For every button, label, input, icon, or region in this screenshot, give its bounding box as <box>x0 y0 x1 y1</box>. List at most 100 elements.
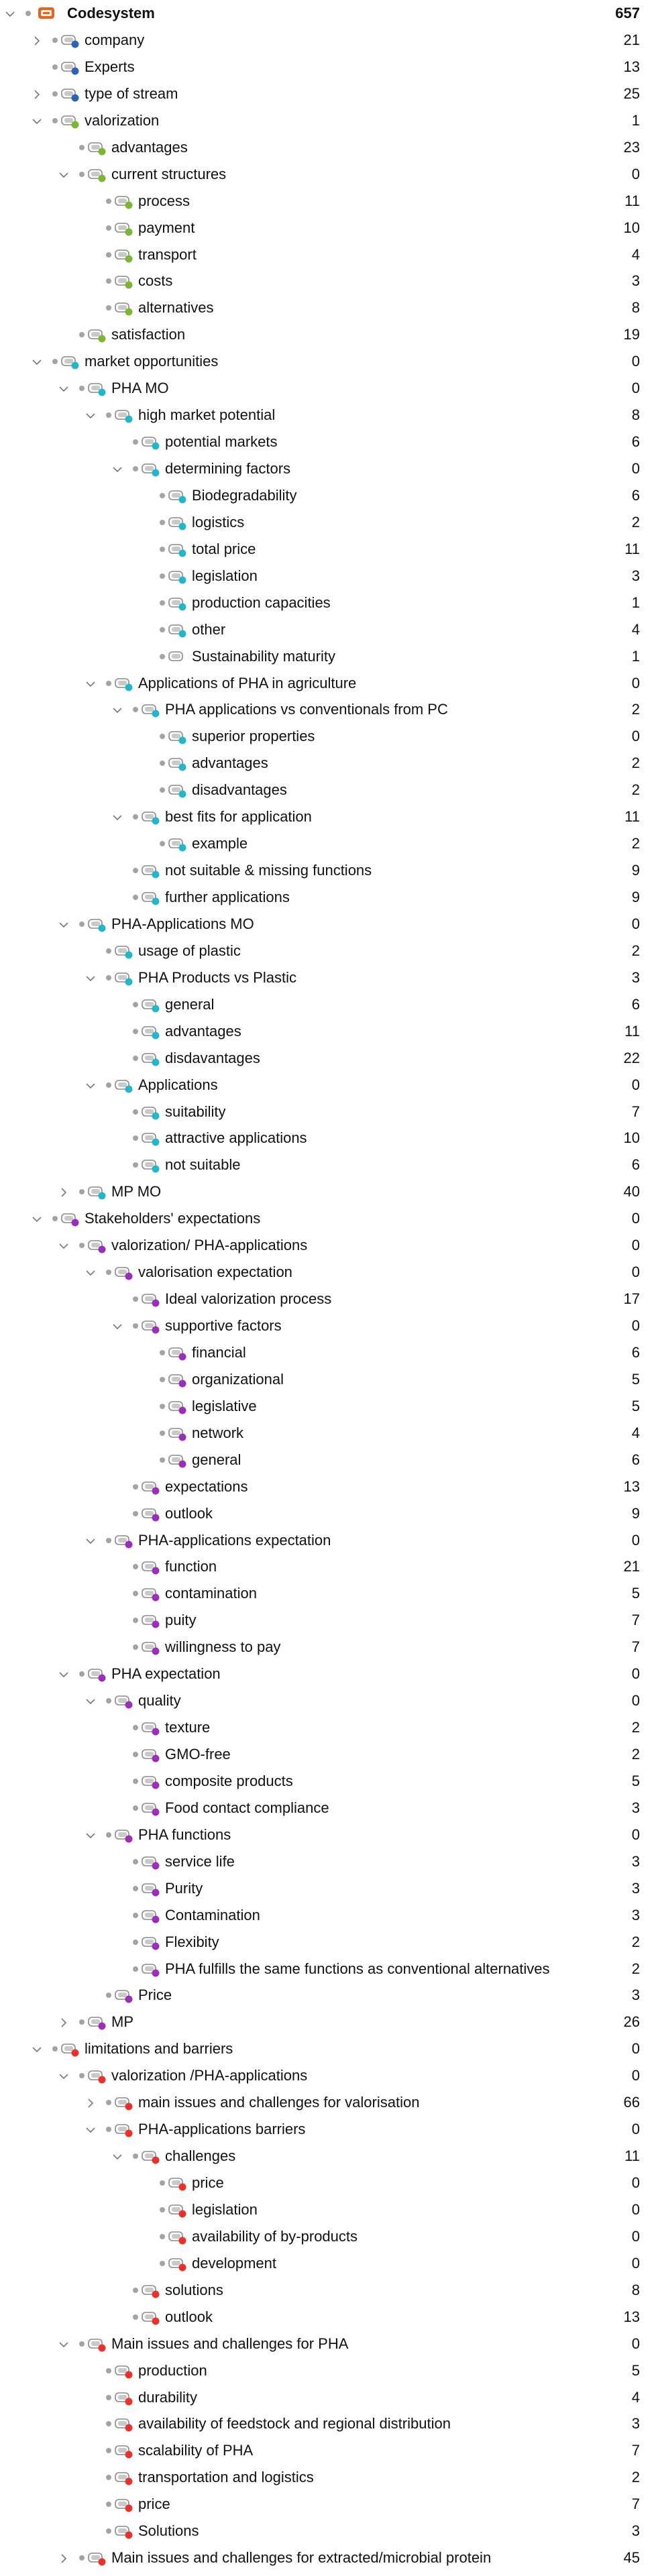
tree-item-general[interactable]: general 6 <box>0 1447 656 1473</box>
chevron-right-icon[interactable] <box>31 89 43 101</box>
tree-item-supportive-factors[interactable]: supportive factors 0 <box>0 1312 656 1339</box>
chevron-down-icon[interactable] <box>58 1240 70 1252</box>
codesystem-root-row[interactable]: Codesystem 657 <box>0 0 656 27</box>
chevron-down-icon[interactable] <box>85 1080 97 1092</box>
tree-item-suitability[interactable]: suitability 7 <box>0 1099 656 1125</box>
tree-item-applications[interactable]: Applications 0 <box>0 1072 656 1099</box>
tree-item-valorization[interactable]: valorization 1 <box>0 107 656 134</box>
tree-item-food-contact-compliance[interactable]: Food contact compliance 3 <box>0 1795 656 1822</box>
tree-item-texture[interactable]: texture 2 <box>0 1714 656 1741</box>
tree-item-production-capacities[interactable]: production capacities 1 <box>0 590 656 616</box>
tree-item-pha-functions[interactable]: PHA functions 0 <box>0 1822 656 1848</box>
chevron-down-icon[interactable] <box>85 972 97 985</box>
tree-item-outlook[interactable]: outlook 13 <box>0 2304 656 2331</box>
chevron-right-icon[interactable] <box>58 1186 70 1198</box>
tree-item-outlook[interactable]: outlook 9 <box>0 1500 656 1527</box>
tree-item-production[interactable]: production 5 <box>0 2357 656 2384</box>
tree-item-attractive-applications[interactable]: attractive applications 10 <box>0 1125 656 1152</box>
chevron-down-icon[interactable] <box>31 356 43 368</box>
tree-item-current-structures[interactable]: current structures 0 <box>0 161 656 188</box>
tree-item-availability-of-feedstock-and-regional-distribution[interactable]: availability of feedstock and regional d… <box>0 2410 656 2437</box>
tree-item-high-market-potential[interactable]: high market potential 8 <box>0 402 656 429</box>
chevron-right-icon[interactable] <box>58 2553 70 2565</box>
tree-item-function[interactable]: function 21 <box>0 1553 656 1580</box>
tree-item-transport[interactable]: transport 4 <box>0 241 656 268</box>
tree-item-other[interactable]: other 4 <box>0 616 656 643</box>
chevron-down-icon[interactable] <box>111 704 123 716</box>
tree-item-disadvantages[interactable]: disadvantages 2 <box>0 777 656 803</box>
tree-item-type-of-stream[interactable]: type of stream 25 <box>0 80 656 107</box>
tree-item-purity[interactable]: Purity 3 <box>0 1875 656 1902</box>
tree-item-company[interactable]: company 21 <box>0 27 656 54</box>
tree-item-valorization-pha-applications[interactable]: valorization/ PHA-applications 0 <box>0 1232 656 1259</box>
chevron-down-icon[interactable] <box>85 1267 97 1279</box>
tree-item-challenges[interactable]: challenges 11 <box>0 2143 656 2170</box>
tree-item-transportation-and-logistics[interactable]: transportation and logistics 2 <box>0 2464 656 2491</box>
chevron-down-icon[interactable] <box>31 115 43 127</box>
chevron-down-icon[interactable] <box>58 2339 70 2351</box>
chevron-down-icon[interactable] <box>4 8 16 20</box>
tree-item-pha-applications-vs-conventionals-from-pc[interactable]: PHA applications vs conventionals from P… <box>0 696 656 723</box>
chevron-down-icon[interactable] <box>85 2124 97 2136</box>
tree-item-legislation[interactable]: legislation 0 <box>0 2196 656 2223</box>
tree-item-mp-mo[interactable]: MP MO 40 <box>0 1178 656 1205</box>
chevron-down-icon[interactable] <box>111 463 123 475</box>
tree-item-satisfaction[interactable]: satisfaction 19 <box>0 321 656 348</box>
chevron-down-icon[interactable] <box>85 1695 97 1707</box>
tree-item-price[interactable]: price 7 <box>0 2491 656 2518</box>
chevron-down-icon[interactable] <box>58 919 70 931</box>
tree-item-usage-of-plastic[interactable]: usage of plastic 2 <box>0 938 656 964</box>
tree-item-development[interactable]: development 0 <box>0 2250 656 2277</box>
tree-item-valorisation-expectation[interactable]: valorisation expectation 0 <box>0 1259 656 1286</box>
tree-item-pha-expectation[interactable]: PHA expectation 0 <box>0 1661 656 1687</box>
tree-item-applications-of-pha-in-agriculture[interactable]: Applications of PHA in agriculture 0 <box>0 670 656 697</box>
tree-item-process[interactable]: process 11 <box>0 188 656 215</box>
tree-item-experts[interactable]: Experts 13 <box>0 54 656 80</box>
chevron-down-icon[interactable] <box>111 1321 123 1333</box>
tree-item-total-price[interactable]: total price 11 <box>0 536 656 563</box>
tree-item-advantages[interactable]: advantages 23 <box>0 134 656 161</box>
tree-item-service-life[interactable]: service life 3 <box>0 1848 656 1875</box>
chevron-down-icon[interactable] <box>31 2043 43 2056</box>
tree-item-availability-of-by-products[interactable]: availability of by-products 0 <box>0 2223 656 2250</box>
tree-item-not-suitable-missing-functions[interactable]: not suitable & missing functions 9 <box>0 857 656 884</box>
tree-item-legislative[interactable]: legislative 5 <box>0 1393 656 1420</box>
chevron-down-icon[interactable] <box>58 383 70 395</box>
tree-item-expectations[interactable]: expectations 13 <box>0 1473 656 1500</box>
tree-item-logistics[interactable]: logistics 2 <box>0 509 656 536</box>
chevron-down-icon[interactable] <box>31 1213 43 1225</box>
chevron-down-icon[interactable] <box>111 811 123 824</box>
tree-item-determining-factors[interactable]: determining factors 0 <box>0 455 656 482</box>
tree-item-scalability-of-pha[interactable]: scalability of PHA 7 <box>0 2437 656 2464</box>
tree-item-legislation[interactable]: legislation 3 <box>0 563 656 590</box>
chevron-down-icon[interactable] <box>85 678 97 690</box>
chevron-right-icon[interactable] <box>31 35 43 47</box>
tree-item-pha-mo[interactable]: PHA MO 0 <box>0 375 656 402</box>
tree-item-puity[interactable]: puity 7 <box>0 1607 656 1634</box>
tree-item-costs[interactable]: costs 3 <box>0 268 656 294</box>
tree-item-pha-products-vs-plastic[interactable]: PHA Products vs Plastic 3 <box>0 964 656 991</box>
tree-item-flexibity[interactable]: Flexibity 2 <box>0 1929 656 1956</box>
tree-item-durability[interactable]: durability 4 <box>0 2384 656 2411</box>
tree-item-not-suitable[interactable]: not suitable 6 <box>0 1152 656 1178</box>
tree-item-sustainability-maturity[interactable]: Sustainability maturity 1 <box>0 643 656 670</box>
chevron-down-icon[interactable] <box>85 1535 97 1547</box>
tree-item-quality[interactable]: quality 0 <box>0 1687 656 1714</box>
tree-item-advantages[interactable]: advantages 11 <box>0 1018 656 1045</box>
chevron-right-icon[interactable] <box>58 2017 70 2029</box>
tree-item-superior-properties[interactable]: superior properties 0 <box>0 723 656 750</box>
tree-item-potential-markets[interactable]: potential markets 6 <box>0 429 656 455</box>
tree-item-pha-fulfills-the-same-functions-as-conventional-alternatives[interactable]: PHA fulfills the same functions as conve… <box>0 1956 656 1982</box>
tree-item-alternatives[interactable]: alternatives 8 <box>0 294 656 321</box>
tree-item-valorization-pha-applications[interactable]: valorization /PHA-applications 0 <box>0 2062 656 2089</box>
tree-item-market-opportunities[interactable]: market opportunities 0 <box>0 348 656 375</box>
chevron-down-icon[interactable] <box>85 410 97 422</box>
tree-item-price[interactable]: price 0 <box>0 2170 656 2196</box>
chevron-down-icon[interactable] <box>58 2070 70 2082</box>
chevron-down-icon[interactable] <box>85 1830 97 1842</box>
tree-item-price[interactable]: Price 3 <box>0 1982 656 2009</box>
tree-item-biodegradability[interactable]: Biodegradability 6 <box>0 482 656 509</box>
tree-item-organizational[interactable]: organizational 5 <box>0 1366 656 1393</box>
tree-item-contamination[interactable]: Contamination 3 <box>0 1902 656 1929</box>
tree-item-ideal-valorization-process[interactable]: Ideal valorization process 17 <box>0 1286 656 1312</box>
